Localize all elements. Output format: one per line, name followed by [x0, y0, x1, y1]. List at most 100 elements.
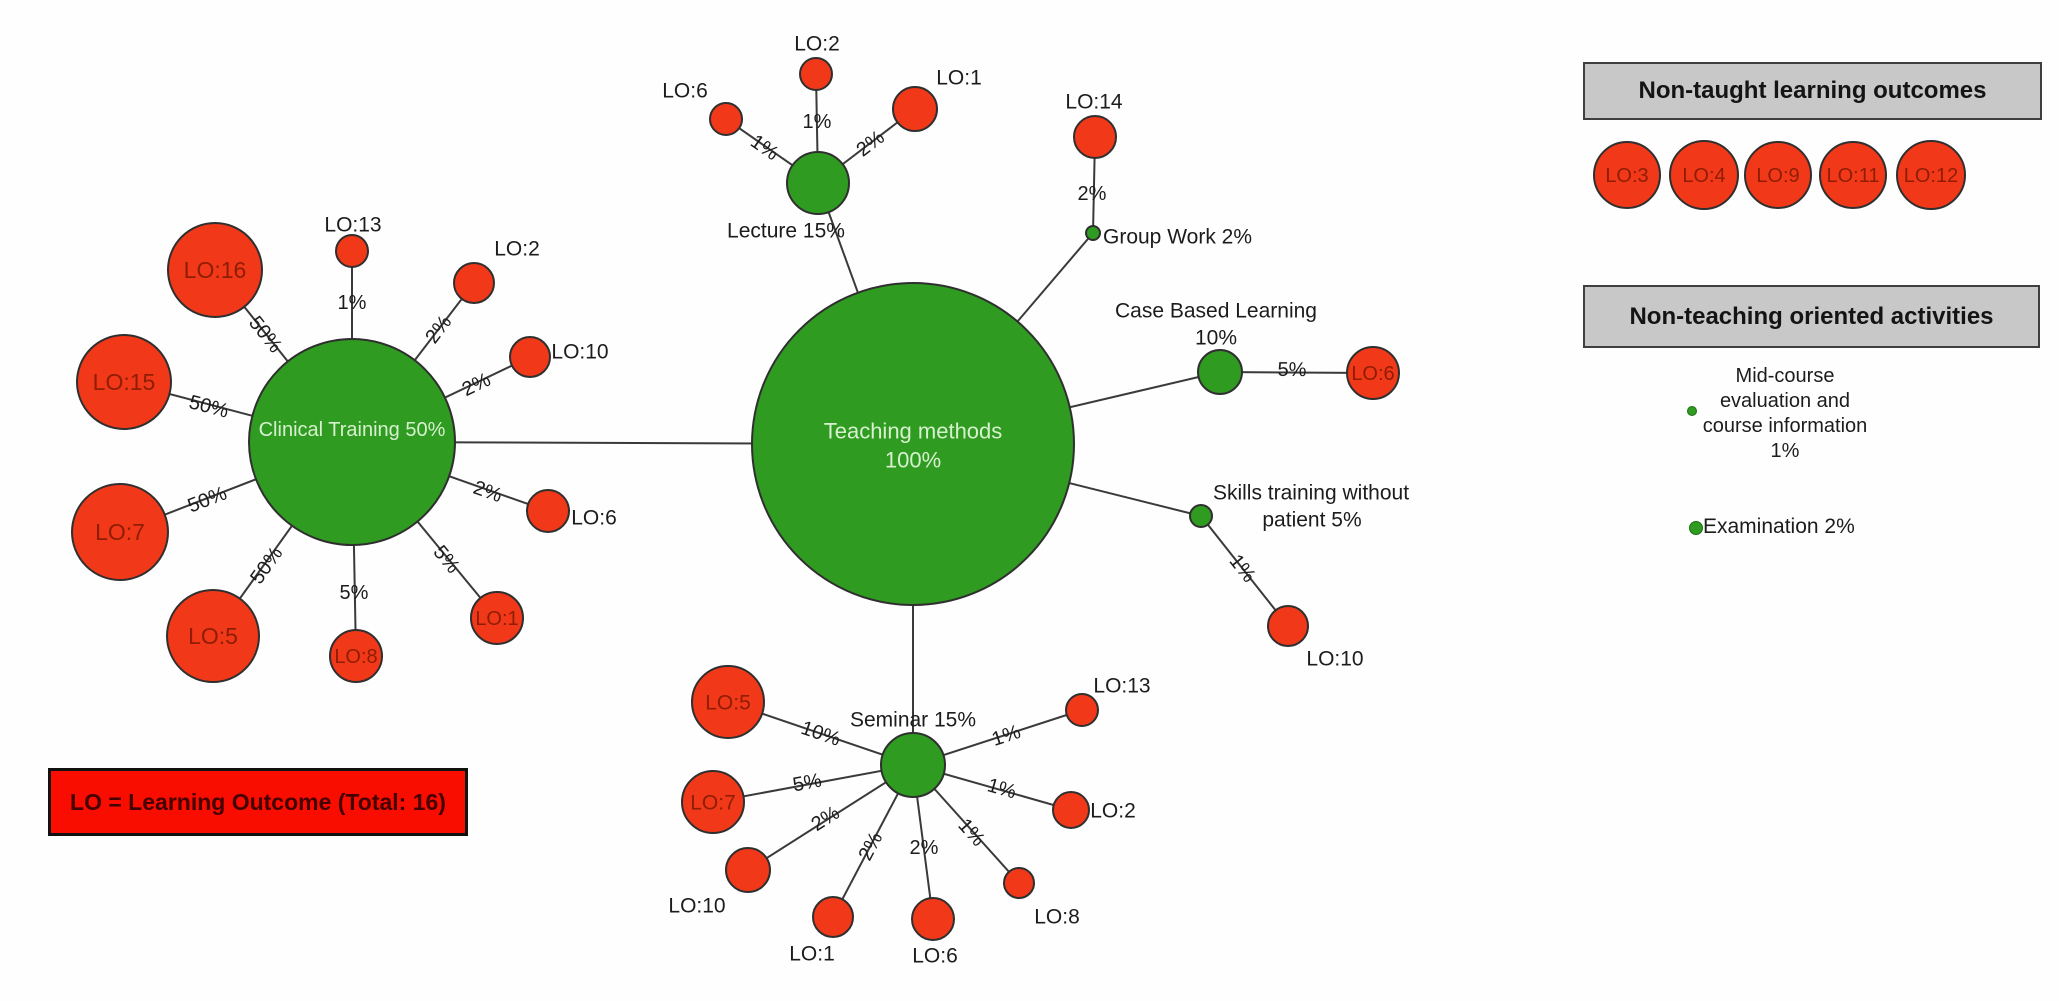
examination-dot-icon [1689, 521, 1703, 535]
node-label-lo9-legend: LO:9 [1756, 165, 1799, 187]
edge-pct-clinical--lo13-clinical: 1% [338, 292, 367, 314]
node-label-lo16-clinical: LO:16 [184, 257, 247, 283]
node-lo6-casebased [1346, 346, 1400, 400]
edge-pct-clinical--lo6-clinical: 2% [470, 477, 505, 507]
lo2-clinical-label: LO:2 [494, 237, 540, 260]
edge-pct-clinical--lo15-clinical: 50% [187, 391, 232, 422]
edge-pct-clinical--lo2-clinical: 2% [421, 311, 456, 347]
node-lo10-skills [1267, 605, 1309, 647]
midcourse-dot-icon [1687, 406, 1697, 416]
teaching-methods-pct: 100% [885, 448, 941, 473]
lo8-seminar-label: LO:8 [1034, 905, 1080, 928]
node-lo8-clinical [329, 629, 383, 683]
node-lo6-lecture [709, 102, 743, 136]
skills-label-line1: Skills training without [1213, 481, 1409, 504]
edge-pct-seminar--lo10-seminar: 2% [807, 802, 843, 836]
midcourse-line-4: 1% [1770, 440, 1800, 462]
edge-pct-lecture--lo1-lecture: 2% [852, 126, 888, 161]
node-lo10-clinical [509, 336, 551, 378]
node-label-lo5-clinical: LO:5 [188, 623, 238, 649]
node-clinical [248, 338, 456, 546]
edge-skills--lo10-skills [1200, 515, 1289, 627]
edge-pct-clinical--lo8-clinical: 5% [340, 582, 369, 604]
node-lo1-clinical [470, 591, 524, 645]
edge-pct-seminar--lo13-seminar: 1% [989, 721, 1023, 751]
node-lo11-legend [1819, 141, 1887, 209]
lo2-lecture-label: LO:2 [794, 32, 840, 55]
node-case-based [1197, 349, 1243, 395]
node-lecture [786, 151, 850, 215]
edge-pct-seminar--lo6-seminar: 2% [910, 837, 939, 859]
legend-non-teaching-header: Non-teaching oriented activities [1583, 285, 2040, 348]
node-lo6-seminar [911, 897, 955, 941]
edge-pct-lecture--lo2-lecture: 1% [803, 111, 832, 133]
node-label-lo7-seminar: LO:7 [690, 791, 736, 814]
node-label-lo12-legend: LO:12 [1904, 165, 1958, 187]
edge-pct-seminar--lo8-seminar: 1% [953, 815, 989, 851]
node-lo13-seminar [1065, 693, 1099, 727]
node-lo16-clinical [167, 222, 263, 318]
edge-pct-case-based--lo6-casebased: 5% [1277, 359, 1306, 381]
footnote-box: LO = Learning Outcome (Total: 16) [48, 768, 468, 836]
node-lo3-legend [1593, 141, 1661, 209]
node-label-lo7-clinical: LO:7 [95, 519, 145, 545]
lo6-clinical-label: LO:6 [571, 506, 617, 529]
node-group-work [1085, 225, 1101, 241]
node-lo12-legend [1896, 140, 1966, 210]
legend-item-midcourse: Mid-course evaluation and course informa… [1690, 364, 1880, 464]
edge-pct-clinical--lo7-clinical: 50% [185, 482, 230, 517]
node-lo6-clinical [526, 489, 570, 533]
lo1-lecture-label: LO:1 [936, 66, 982, 89]
edge-pct-group-work--lo14-groupwork: 2% [1078, 183, 1107, 205]
teaching-methods-label: Teaching methods [824, 419, 1003, 444]
lo6-seminar-label: LO:6 [912, 944, 958, 967]
node-label-lo11-legend: LO:11 [1827, 165, 1880, 187]
lo10-skills-label: LO:10 [1306, 647, 1363, 670]
node-teaching [751, 282, 1075, 606]
node-label-lo3-legend: LO:3 [1605, 165, 1648, 187]
lecture-label: Lecture 15% [727, 219, 845, 242]
midcourse-line-3: course information [1702, 415, 1868, 437]
clinical-training-label: Clinical Training 50% [259, 419, 446, 441]
lo6-lecture-label: LO:6 [662, 79, 708, 102]
node-lo1-seminar [812, 896, 854, 938]
lo10-seminar-label: LO:10 [668, 894, 725, 917]
node-lo2-lecture [799, 57, 833, 91]
edge-pct-skills--lo10-skills: 1% [1225, 550, 1260, 586]
legend-non-taught-title: Non-taught learning outcomes [1638, 77, 1987, 104]
seminar-label: Seminar 15% [850, 708, 976, 731]
node-lo7-clinical [71, 483, 169, 581]
node-lo1-lecture [892, 86, 938, 132]
edge-pct-seminar--lo7-seminar: 5% [791, 769, 824, 796]
node-lo13-clinical [335, 234, 369, 268]
footnote-text: LO = Learning Outcome (Total: 16) [70, 789, 446, 815]
lo2-seminar-label: LO:2 [1090, 799, 1136, 822]
node-lo7-seminar [681, 770, 745, 834]
node-label-lo1-clinical: LO:1 [475, 608, 518, 630]
edge-pct-seminar--lo2-seminar: 1% [985, 774, 1019, 803]
lo10-clinical-label: LO:10 [551, 340, 608, 363]
group-work-label: Group Work 2% [1103, 225, 1252, 248]
legend-item-examination: Examination 2% [1703, 515, 1855, 538]
node-label-lo4-legend: LO:4 [1682, 165, 1725, 187]
node-skills [1189, 504, 1213, 528]
edge-pct-seminar--lo1-seminar: 2% [854, 828, 887, 864]
case-based-label: Case Based Learning [1115, 299, 1317, 322]
node-lo4-legend [1669, 140, 1739, 210]
skills-label-line2: patient 5% [1262, 508, 1361, 531]
node-lo8-seminar [1003, 867, 1035, 899]
node-lo14-groupwork [1073, 115, 1117, 159]
node-lo10-seminar [725, 847, 771, 893]
node-lo2-seminar [1052, 791, 1090, 829]
legend-non-taught-header: Non-taught learning outcomes [1583, 62, 2042, 120]
midcourse-line-1: Mid-course [1735, 365, 1835, 387]
case-based-pct: 10% [1195, 326, 1237, 349]
node-label-lo15-clinical: LO:15 [93, 369, 156, 395]
edge-seminar--lo7-seminar [712, 764, 914, 803]
lo13-clinical-label: LO:13 [324, 213, 381, 236]
node-lo2-clinical [453, 262, 495, 304]
edge-pct-seminar--lo5-seminar: 10% [798, 717, 843, 751]
node-lo15-clinical [76, 334, 172, 430]
